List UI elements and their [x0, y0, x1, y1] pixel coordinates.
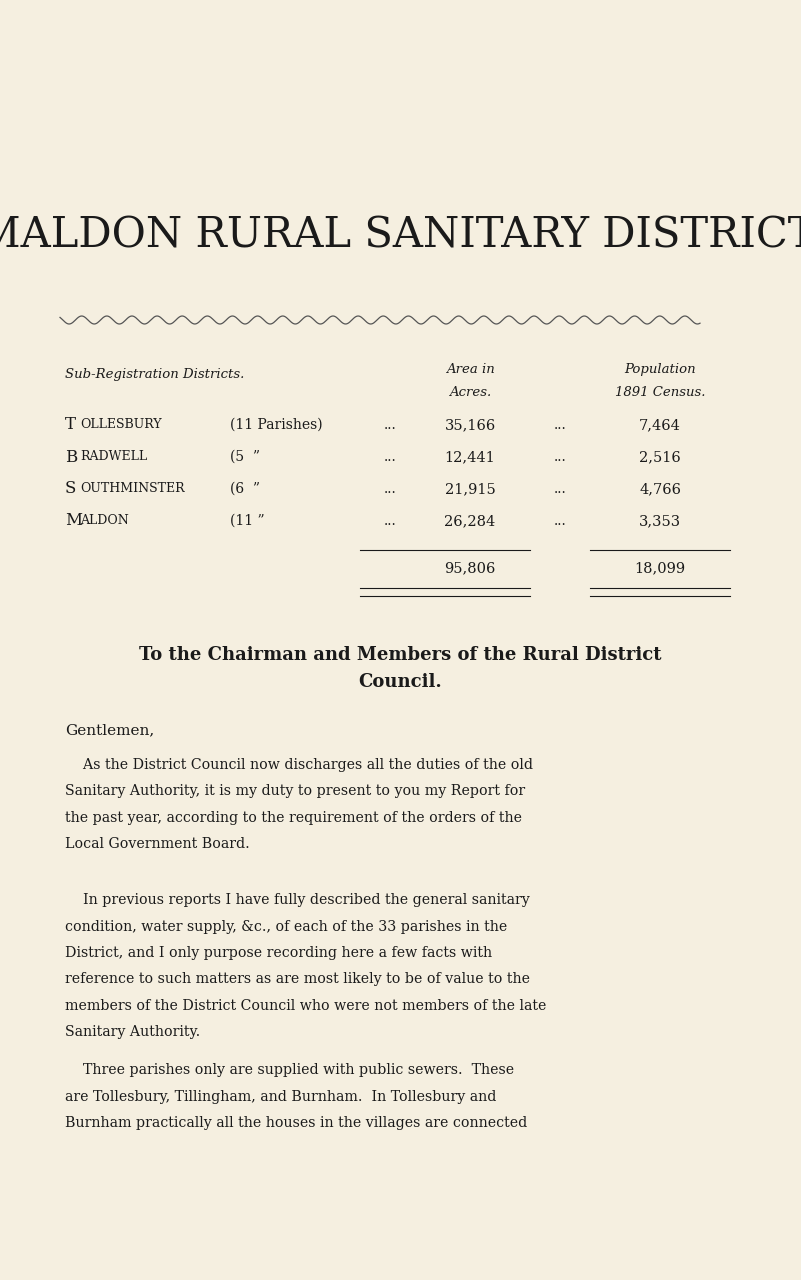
Text: Sanitary Authority, it is my duty to present to you my Report for: Sanitary Authority, it is my duty to pre…: [65, 785, 525, 799]
Text: Sub-Registration Districts.: Sub-Registration Districts.: [65, 369, 244, 381]
Text: (6  ”: (6 ”: [230, 483, 260, 495]
Text: 12,441: 12,441: [445, 451, 495, 463]
Text: RADWELL: RADWELL: [80, 451, 147, 463]
Text: the past year, according to the requirement of the orders of the: the past year, according to the requirem…: [65, 812, 522, 826]
Text: 3,353: 3,353: [639, 515, 681, 527]
Text: District, and I only purpose recording here a few facts with: District, and I only purpose recording h…: [65, 946, 492, 960]
Text: ...: ...: [384, 483, 396, 495]
Text: OUTHMINSTER: OUTHMINSTER: [80, 483, 184, 495]
Text: ...: ...: [553, 451, 566, 463]
Text: ...: ...: [384, 515, 396, 527]
Text: ...: ...: [553, 419, 566, 431]
Text: ...: ...: [553, 483, 566, 495]
Text: reference to such matters as are most likely to be of value to the: reference to such matters as are most li…: [65, 973, 530, 987]
Text: Burnham practically all the houses in the villages are connected: Burnham practically all the houses in th…: [65, 1116, 527, 1130]
Text: (11 ”: (11 ”: [230, 515, 264, 527]
Text: OLLESBURY: OLLESBURY: [80, 419, 162, 431]
Text: 7,464: 7,464: [639, 419, 681, 431]
Text: condition, water supply, &c., of each of the 33 parishes in the: condition, water supply, &c., of each of…: [65, 919, 507, 933]
Text: 95,806: 95,806: [445, 561, 496, 575]
Text: 26,284: 26,284: [445, 515, 496, 527]
Text: To the Chairman and Members of the Rural District: To the Chairman and Members of the Rural…: [139, 646, 662, 664]
Text: ALDON: ALDON: [80, 515, 129, 527]
Text: Population: Population: [624, 364, 696, 376]
Text: Gentlemen,: Gentlemen,: [65, 723, 155, 737]
Text: 21,915: 21,915: [445, 483, 495, 495]
Text: are Tollesbury, Tillingham, and Burnham.  In Tollesbury and: are Tollesbury, Tillingham, and Burnham.…: [65, 1089, 497, 1103]
Text: ...: ...: [384, 451, 396, 463]
Text: S: S: [65, 480, 76, 498]
Text: 2,516: 2,516: [639, 451, 681, 463]
Text: B: B: [65, 448, 77, 466]
Text: Council.: Council.: [359, 673, 442, 691]
Text: MALDON RURAL SANITARY DISTRICT.: MALDON RURAL SANITARY DISTRICT.: [0, 214, 801, 256]
Text: 35,166: 35,166: [445, 419, 496, 431]
Text: In previous reports I have fully described the general sanitary: In previous reports I have fully describ…: [65, 893, 529, 908]
Text: 1891 Census.: 1891 Census.: [614, 387, 705, 399]
Text: ...: ...: [384, 419, 396, 431]
Text: 4,766: 4,766: [639, 483, 681, 495]
Text: Acres.: Acres.: [449, 387, 491, 399]
Text: (5  ”: (5 ”: [230, 451, 260, 463]
Text: M: M: [65, 512, 83, 530]
Text: Area in: Area in: [445, 364, 494, 376]
Text: As the District Council now discharges all the duties of the old: As the District Council now discharges a…: [65, 758, 533, 772]
Text: Local Government Board.: Local Government Board.: [65, 837, 250, 851]
Text: members of the District Council who were not members of the late: members of the District Council who were…: [65, 998, 546, 1012]
Text: 18,099: 18,099: [634, 561, 686, 575]
Text: Three parishes only are supplied with public sewers.  These: Three parishes only are supplied with pu…: [65, 1062, 514, 1076]
Text: Sanitary Authority.: Sanitary Authority.: [65, 1025, 200, 1039]
Text: T: T: [65, 416, 76, 434]
Text: (11 Parishes): (11 Parishes): [230, 419, 323, 431]
Text: ...: ...: [553, 515, 566, 527]
